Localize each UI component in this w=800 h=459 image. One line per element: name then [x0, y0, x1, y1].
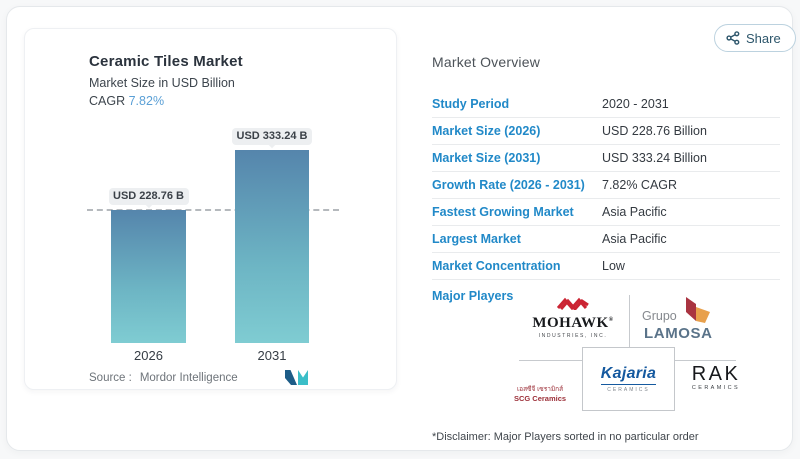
cagr-value: 7.82%: [128, 94, 165, 108]
row-label: Fastest Growing Market: [432, 205, 574, 219]
kajaria-logo: Kajaria CERAMICS: [582, 347, 675, 411]
kajaria-wordmark: Kajaria: [600, 365, 657, 385]
row-label: Market Size (2026): [432, 124, 541, 138]
share-label: Share: [746, 30, 781, 46]
x-axis-label-2031: 2031: [257, 348, 287, 363]
kajaria-subtext: CERAMICS: [607, 387, 650, 393]
rak-ceramics-logo: RAK CERAMICS: [689, 363, 743, 391]
mohawk-logo: MOHAWK® INDUSTRIES, INC.: [520, 297, 626, 339]
registered-mark: ®: [608, 317, 614, 323]
share-button[interactable]: Share: [714, 24, 796, 52]
scg-thai-text: เอสซีจี เซรามิกส์: [516, 386, 564, 393]
table-row-largest-market: Largest Market Asia Pacific: [432, 226, 780, 253]
row-label: Study Period: [432, 97, 510, 111]
source-name: Mordor Intelligence: [139, 372, 238, 384]
lamosa-ribbon-icon: [682, 297, 712, 330]
scg-wordmark: SCG Ceramics: [513, 394, 567, 403]
major-players-label: Major Players: [432, 289, 514, 303]
scg-ceramics-logo: เอสซีจี เซรามิกส์ SCG Ceramics: [505, 386, 575, 403]
logo-divider-right: [675, 360, 736, 361]
logo-divider-left: [519, 360, 582, 361]
mordor-intelligence-logo-icon: [285, 369, 309, 391]
row-value: 7.82% CAGR: [602, 178, 678, 192]
row-value: Asia Pacific: [602, 205, 667, 219]
row-value: USD 333.24 Billion: [602, 151, 707, 165]
mohawk-wordmark: MOHAWK®: [532, 315, 614, 331]
disclaimer-text: *Disclaimer: Major Players sorted in no …: [432, 431, 699, 443]
mohawk-subtext: INDUSTRIES, INC.: [538, 333, 608, 339]
cagr-label: CAGR: [89, 94, 126, 108]
row-value: 2020 - 2031: [602, 97, 669, 111]
lamosa-wordmark: LAMOSA: [644, 325, 713, 342]
chart-subtitle: Market Size in USD Billion: [89, 76, 235, 90]
table-row-study-period: Study Period 2020 - 2031: [432, 91, 780, 118]
table-row-market-size-2031: Market Size (2031) USD 333.24 Billion: [432, 145, 780, 172]
logo-divider-vertical: [629, 295, 630, 347]
table-row-market-concentration: Market Concentration Low: [432, 253, 780, 280]
source-label: Source :: [89, 372, 132, 384]
overview-title: Market Overview: [432, 54, 541, 70]
lamosa-grupo-text: Grupo: [642, 309, 677, 323]
row-value: USD 228.76 Billion: [602, 124, 707, 138]
row-label: Largest Market: [432, 232, 521, 246]
reference-dashed-line: [87, 209, 339, 211]
bar-value-badge-2031: USD 333.24 B: [232, 128, 312, 145]
mohawk-zigzag-icon: [520, 297, 626, 315]
table-row-growth-rate: Growth Rate (2026 - 2031) 7.82% CAGR: [432, 172, 780, 199]
table-row-market-size-2026: Market Size (2026) USD 228.76 Billion: [432, 118, 780, 145]
rak-subtext: CERAMICS: [691, 385, 741, 391]
chart-source: Source : Mordor Intelligence: [89, 372, 238, 384]
row-value: Asia Pacific: [602, 232, 667, 246]
report-card: Ceramic Tiles Market Market Size in USD …: [6, 6, 796, 451]
chart-title: Ceramic Tiles Market: [89, 53, 243, 70]
table-row-fastest-growing-market: Fastest Growing Market Asia Pacific: [432, 199, 780, 226]
bar-2031: [235, 150, 309, 343]
share-icon: [726, 31, 740, 45]
row-label: Market Concentration: [432, 259, 561, 273]
bar-2026: [111, 210, 186, 343]
bar-value-badge-2026: USD 228.76 B: [108, 188, 189, 205]
chart-cagr-line: CAGR 7.82%: [89, 94, 164, 108]
x-axis-label-2026: 2026: [134, 348, 163, 363]
rak-wordmark: RAK: [691, 363, 741, 385]
overview-table: Study Period 2020 - 2031 Market Size (20…: [432, 91, 780, 280]
row-label: Market Size (2031): [432, 151, 541, 165]
row-value: Low: [602, 259, 625, 273]
market-size-chart-panel: Ceramic Tiles Market Market Size in USD …: [24, 28, 397, 390]
row-label: Growth Rate (2026 - 2031): [432, 178, 585, 192]
